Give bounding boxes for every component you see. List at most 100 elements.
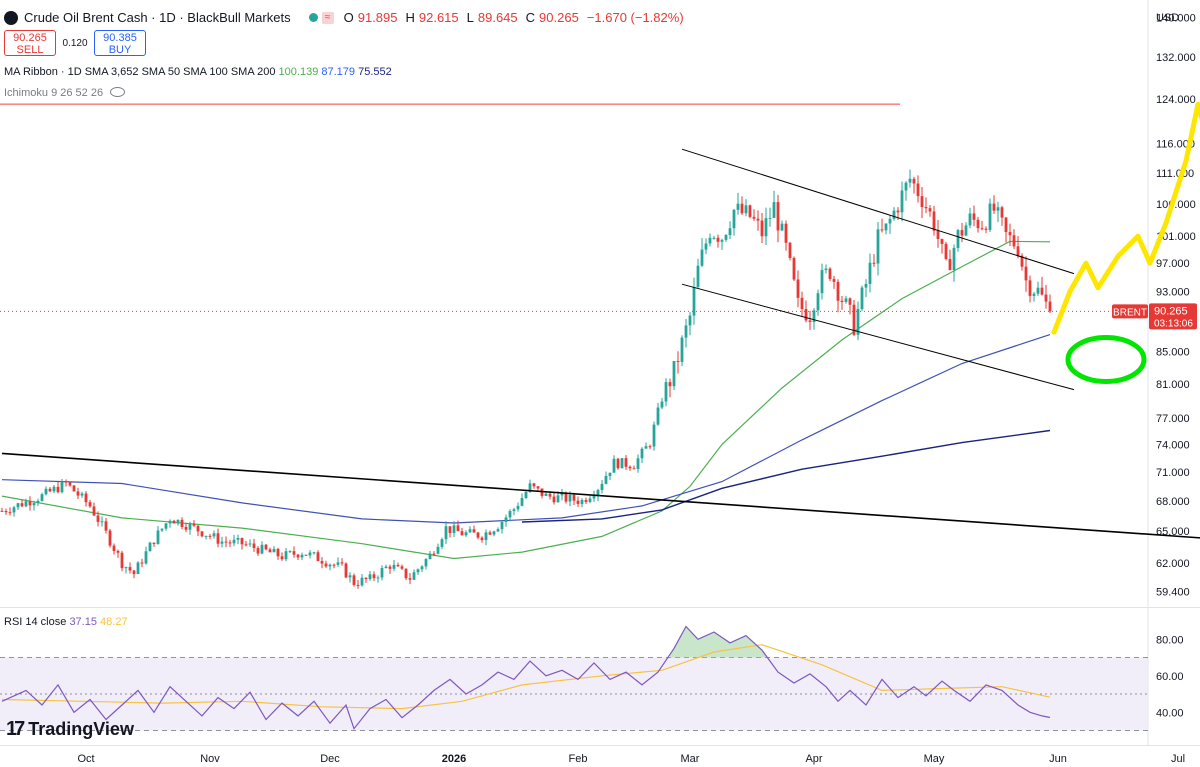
candle-body — [136, 562, 140, 575]
buy-label: BUY — [108, 44, 132, 56]
time-tick-label: Jul — [1171, 753, 1185, 765]
spread-value: 0.120 — [62, 37, 88, 49]
candle-body — [384, 566, 388, 569]
candle-body — [8, 512, 12, 514]
sell-button[interactable]: 90.265 SELL — [4, 30, 56, 56]
price-tick-label: 93.000 — [1156, 286, 1190, 298]
candle-body — [952, 247, 956, 271]
candle-body — [1016, 246, 1020, 256]
candle-body — [752, 216, 756, 219]
candle-body — [424, 559, 428, 567]
candle-body — [56, 486, 60, 493]
candle-body — [420, 566, 424, 570]
candle-body — [708, 237, 712, 244]
candle-body — [12, 507, 16, 513]
symbol-title[interactable]: Crude Oil Brent Cash · 1D · BlackBull Ma… — [24, 10, 291, 25]
candle-body — [48, 488, 52, 492]
ohlc-close-value: 90.265 — [539, 10, 579, 25]
buy-button[interactable]: 90.385 BUY — [94, 30, 146, 56]
channel-upper-line — [681, 148, 1075, 275]
candle-body — [252, 543, 256, 549]
candle-body — [356, 584, 360, 586]
candle-body — [60, 481, 64, 493]
candle-body — [648, 446, 652, 448]
candle-body — [512, 509, 516, 512]
candle-body — [244, 544, 248, 546]
candle-body — [588, 498, 592, 502]
time-tick-label: Nov — [200, 753, 220, 765]
ohlc-open-key: O — [343, 10, 354, 25]
time-tick-label: Feb — [569, 753, 588, 765]
candle-body — [436, 546, 440, 554]
ohlc-close-key: C — [525, 10, 536, 25]
rsi-value: 37.15 — [69, 616, 97, 628]
candle-body — [636, 458, 640, 469]
candle-body — [352, 575, 356, 585]
sell-label: SELL — [16, 44, 44, 56]
market-status-icon — [308, 13, 318, 22]
ma-ribbon-label: MA Ribbon · 1D SMA 3,652 SMA 50 SMA 100 … — [4, 66, 276, 78]
candle-body — [480, 537, 484, 541]
candle-body — [924, 206, 928, 209]
candle-body — [52, 486, 56, 492]
candle-body — [372, 574, 376, 579]
candle-body — [536, 486, 540, 489]
candle-body — [576, 500, 580, 504]
candle-body — [716, 237, 720, 242]
candle-body — [152, 542, 156, 544]
candle-body — [832, 279, 836, 282]
candle-body — [768, 217, 772, 219]
tradingview-logo[interactable]: 17 TradingView — [6, 718, 134, 741]
candle-body — [432, 553, 436, 555]
candle-body — [236, 538, 240, 540]
price-tick-label: 101.000 — [1156, 231, 1196, 243]
candle-body — [1048, 301, 1052, 312]
candle-body — [996, 207, 1000, 211]
candle-body — [664, 382, 668, 402]
rsi-legend[interactable]: RSI 14 close 37.15 48.27 — [4, 616, 128, 628]
candle-body — [108, 530, 112, 546]
candle-body — [212, 533, 216, 537]
candle-body — [168, 520, 172, 524]
candle-body — [548, 493, 552, 497]
candle-body — [872, 262, 876, 264]
candle-body — [484, 532, 488, 541]
symbol-logo-icon — [4, 10, 18, 25]
candle-body — [784, 223, 788, 243]
candle-body — [700, 249, 704, 266]
candle-body — [188, 523, 192, 530]
candle-body — [476, 532, 480, 538]
price-tag-symbol: BRENT — [1113, 307, 1147, 318]
candle-body — [128, 567, 132, 571]
candle-body — [620, 458, 624, 469]
candle-body — [856, 308, 860, 335]
candle-body — [904, 182, 908, 191]
candle-body — [132, 570, 136, 575]
candle-body — [704, 243, 708, 250]
rsi-tick-label: 40.00 — [1156, 707, 1184, 719]
hidden-eye-icon[interactable] — [110, 87, 126, 97]
candle-body — [32, 503, 36, 506]
sma50-line — [1, 240, 1051, 560]
candle-body — [776, 202, 780, 231]
candle-body — [1040, 287, 1044, 295]
candle-body — [256, 548, 260, 554]
rsi-overbought-fill — [670, 626, 766, 658]
candle-body — [760, 220, 764, 237]
candle-body — [204, 535, 208, 537]
candle-body — [360, 577, 364, 586]
candle-body — [528, 483, 532, 492]
candle-body — [460, 531, 464, 536]
candle-body — [868, 262, 872, 284]
ichimoku-legend[interactable]: Ichimoku 9 26 52 26 — [4, 86, 126, 99]
ma-ribbon-legend[interactable]: MA Ribbon · 1D SMA 3,652 SMA 50 SMA 100 … — [4, 66, 392, 78]
candle-body — [148, 542, 152, 552]
candle-body — [1004, 217, 1008, 233]
candle-body — [992, 203, 996, 211]
candle-body — [444, 526, 448, 540]
candle-body — [376, 577, 380, 579]
candle-body — [804, 309, 808, 321]
candle-body — [216, 533, 220, 544]
